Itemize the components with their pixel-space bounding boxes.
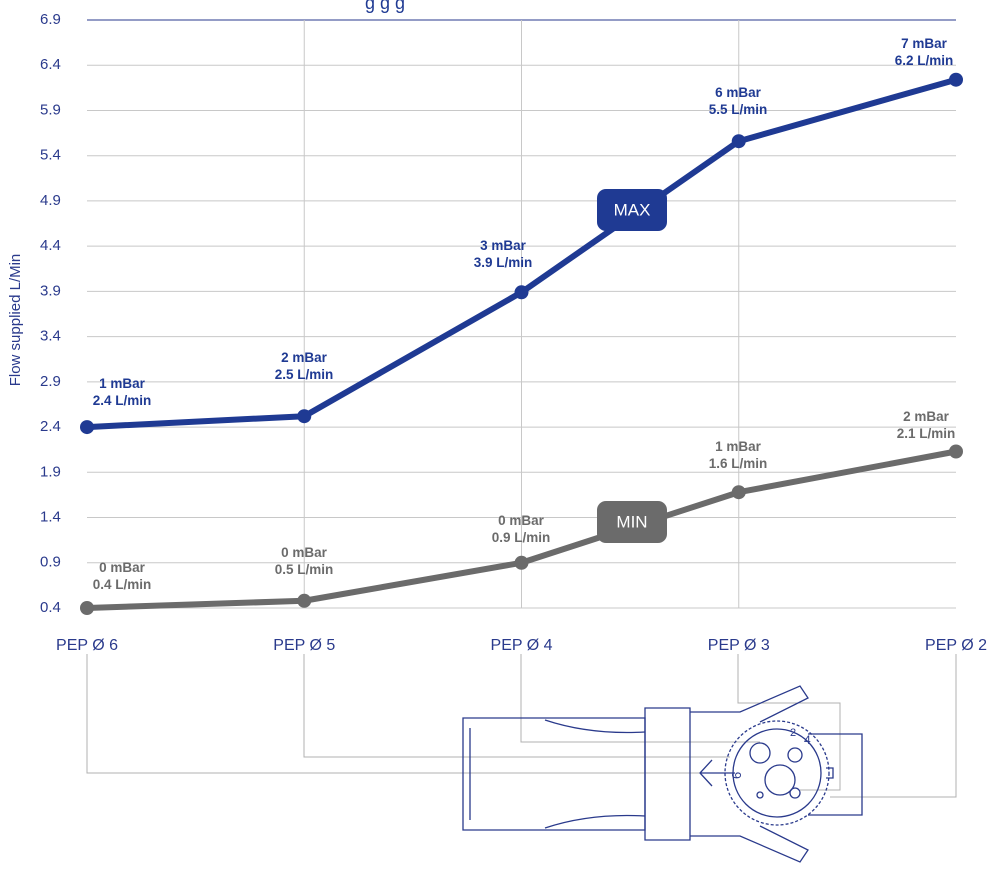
data-label-line: 5.5 L/min [709,102,768,117]
data-point-max [514,285,529,300]
device-hole-large [749,742,771,764]
x-tick-label: PEP Ø 2 [925,637,987,654]
data-label-max: 3 mBar 3.9 L/min [474,238,533,270]
device-dial-number-4: 4 [804,733,811,747]
device-mouthpiece-curves [544,719,646,829]
x-tick-label: PEP Ø 5 [273,637,335,654]
y-axis-label: Flow supplied L/Min [7,254,24,387]
x-tick-label: PEP Ø 6 [56,637,118,654]
data-label-line: 1.6 L/min [709,456,768,471]
series-badge-bg-min [597,501,667,543]
y-tick-label: 6.4 [40,56,61,73]
data-point-min [731,485,746,500]
device-hole-micro [756,791,764,799]
data-point-min [297,593,312,608]
data-label-line: 2.4 L/min [93,393,152,408]
data-label-min: 2 mBar 2.1 L/min [897,409,956,441]
device-dial-number-2: 2 [790,727,796,739]
y-tick-label: 2.9 [40,373,61,390]
data-label-line: 0.9 L/min [492,530,551,545]
y-tick-label: 5.4 [40,147,61,164]
series-badge-bg-max [597,189,667,231]
data-label-min: 0 mBar 0.5 L/min [275,545,334,577]
data-label-min: 1 mBar 1.6 L/min [709,439,768,471]
data-label-line: 1 mBar [99,376,146,391]
vertical-gridlines [303,20,740,608]
data-label-line: 2 mBar [903,409,950,424]
device-notch [826,767,834,779]
data-label-max: 7 mBar 6.2 L/min [895,36,954,68]
x-tick-labels: PEP Ø 6 PEP Ø 5 PEP Ø 4 PEP Ø 3 PEP Ø 2 [56,637,987,654]
y-tick-label: 3.9 [40,282,61,299]
series-data-labels: 1 mBar 2.4 L/min 2 mBar 2.5 L/min 3 mBar 3.9 … [93,36,956,592]
y-tick-label: 2.4 [40,418,61,435]
device-connectors [86,654,957,798]
data-point-min [514,555,529,570]
y-tick-label: 1.4 [40,509,61,526]
x-tick-label: PEP Ø 3 [708,637,770,654]
pep-device-icon [462,685,863,863]
device-dial-number-6: 6 [729,772,744,779]
data-label-line: 6.2 L/min [895,53,954,68]
y-tick-label: 5.9 [40,101,61,118]
data-label-line: 1 mBar [715,439,762,454]
connector-pep-6 [86,654,700,774]
data-label-max: 2 mBar 2.5 L/min [275,350,334,382]
y-tick-label: 1.9 [40,463,61,480]
data-label-min: 0 mBar 0.4 L/min [93,560,152,592]
connector-pep-5 [303,654,730,758]
device-arms [690,685,809,863]
data-point-max [297,409,312,424]
y-tick-label: 6.9 [40,11,61,28]
chart-title-partial: g g g [365,0,405,13]
series-badges: MAX MIN [597,189,667,543]
device-hole-small [787,747,803,763]
device-hole-tiny [789,787,801,799]
data-label-line: 7 mBar [901,36,948,51]
x-tick-label: PEP Ø 4 [491,637,553,654]
device-housing [808,733,863,816]
data-label-line: 0 mBar [281,545,328,560]
connector-pep-4 [520,654,760,743]
data-label-min: 0 mBar 0.9 L/min [492,513,551,545]
connector-pep-2 [830,654,957,798]
data-label-line: 3 mBar [480,238,527,253]
data-label-line: 2 mBar [281,350,328,365]
y-tick-label: 4.4 [40,237,61,254]
series-badge-max: MAX [614,200,651,219]
data-label-line: 0 mBar [498,513,545,528]
device-mouthpiece-body [462,717,646,831]
data-point-min [80,601,94,615]
y-tick-label: 0.4 [40,599,61,616]
data-label-line: 6 mBar [715,85,762,100]
device-dial-outer [724,720,830,826]
data-point-min [949,444,963,459]
data-point-max [949,72,963,87]
series-points [80,72,963,615]
data-label-line: 0.4 L/min [93,577,152,592]
data-label-max: 1 mBar 2.4 L/min [93,376,152,408]
y-tick-label: 3.4 [40,328,61,345]
data-label-line: 0 mBar [99,560,146,575]
data-label-line: 0.5 L/min [275,562,334,577]
data-label-max: 6 mBar 5.5 L/min [709,85,768,117]
y-tick-label: 0.9 [40,554,61,571]
data-label-line: 3.9 L/min [474,255,533,270]
data-label-line: 2.1 L/min [897,426,956,441]
series-badge-min: MIN [616,512,647,531]
y-tick-labels: 0.4 0.9 1.4 1.9 2.4 2.9 3.4 3.9 4.4 4.9 5.4 5.9 6.4 6… [40,11,61,616]
device-collar [644,707,691,841]
device-hole-center [764,764,796,796]
y-tick-label: 4.9 [40,192,61,209]
data-point-max [731,134,746,149]
device-arrow [699,759,735,787]
data-label-line: 2.5 L/min [275,367,334,382]
data-point-max [80,420,94,435]
